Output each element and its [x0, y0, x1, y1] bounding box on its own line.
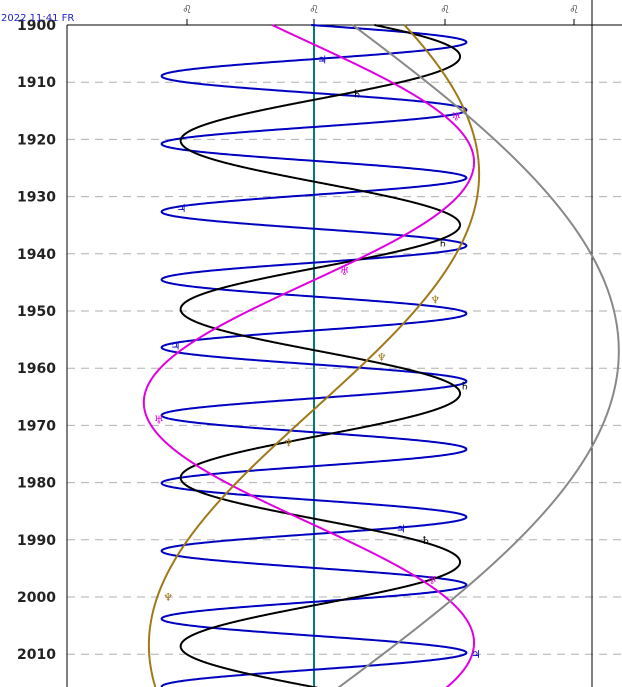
series-line-3 [147, 24, 481, 687]
series-2-glyph-2: ♅ [154, 414, 164, 427]
tick-labels: 1900 1910 1920 1930 1940 1950 1960 1970 1980 1990… [17, 3, 579, 663]
series-lines [142, 24, 620, 687]
y-tick-label-2000: 2000 [17, 590, 56, 606]
y-tick-label-1930: 1930 [17, 190, 56, 206]
series-2-glyph-0: ♅ [451, 111, 461, 124]
x-tick-label-2: ♌ [440, 3, 450, 16]
series-2-glyph-3: ♅ [427, 574, 437, 587]
series-0-glyph-3: ♃ [396, 522, 406, 535]
axes [66, 0, 622, 687]
series-line-2 [142, 24, 476, 687]
series-1-glyph-2: ♄ [460, 379, 470, 392]
y-tick-label-1920: 1920 [17, 132, 56, 148]
series-1-glyph-0: ♄ [352, 88, 362, 101]
grid-lines [67, 81, 622, 655]
x-tick-label-0: ♌ [182, 3, 192, 16]
y-tick-label-1940: 1940 [17, 247, 56, 263]
series-3-glyph-2: ♆ [284, 437, 294, 450]
series-0-glyph-2: ♃ [171, 339, 181, 352]
y-tick-label-1990: 1990 [17, 533, 56, 549]
series-3-glyph-0: ♆ [430, 294, 440, 307]
planet-glyphs: ♃ ♃ ♃ ♃ ♃ ♄ ♄ ♄ ♄ ♅ ♅ ♅ ♅ ♆ ♆ ♆ ♆ [154, 53, 481, 661]
series-line-4 [337, 24, 620, 687]
series-1-glyph-1: ♄ [438, 236, 448, 249]
x-tick-label-3: ♌ [569, 3, 579, 16]
series-0-glyph-1: ♃ [177, 202, 187, 215]
series-0-glyph-4: ♃ [471, 648, 481, 661]
series-1-glyph-3: ♄ [421, 534, 431, 547]
date-stamp: 2022 11:41 FR [1, 13, 74, 24]
series-0-glyph-0: ♃ [317, 53, 327, 66]
y-tick-label-1900: 1900 [17, 18, 56, 34]
y-tick-label-1970: 1970 [17, 418, 56, 434]
y-tick-label-1910: 1910 [17, 75, 56, 91]
x-tick-label-1: ♌ [309, 3, 319, 16]
series-line-1 [179, 24, 462, 687]
y-tick-label-2010: 2010 [17, 647, 56, 663]
series-3-glyph-1: ♆ [377, 351, 387, 364]
series-2-glyph-1: ♅ [340, 265, 350, 278]
y-tick-label-1960: 1960 [17, 361, 56, 377]
series-3-glyph-3: ♆ [163, 591, 173, 604]
y-tick-label-1950: 1950 [17, 304, 56, 320]
y-tick-label-1980: 1980 [17, 476, 56, 492]
